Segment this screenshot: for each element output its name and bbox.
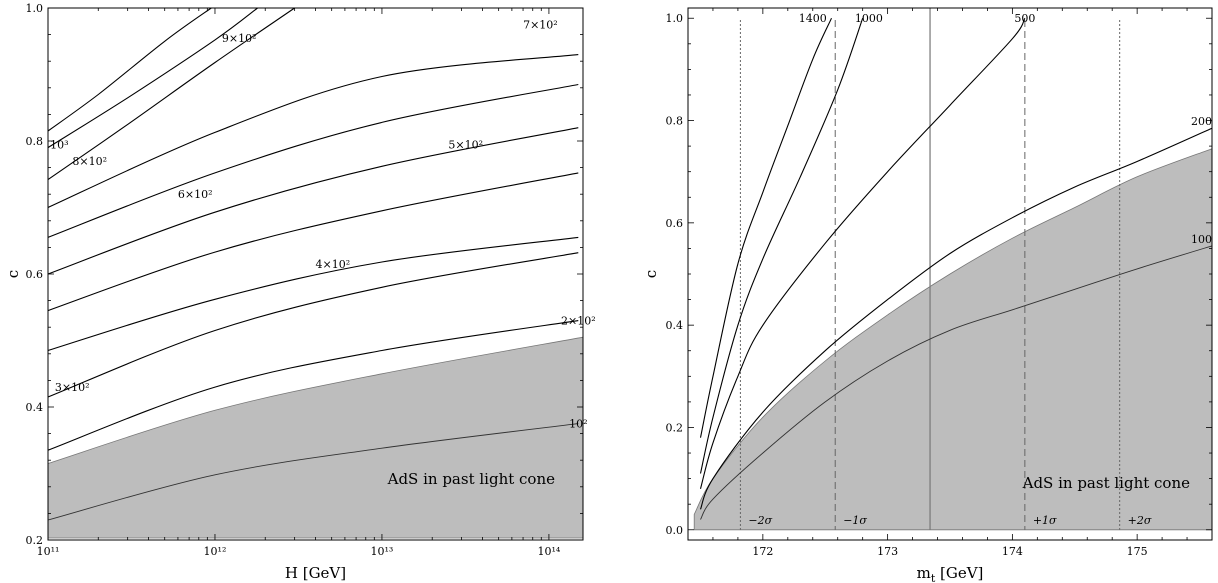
left-contour-label: 5×10² — [448, 138, 483, 151]
left-contour-label: 8×10² — [72, 155, 107, 168]
left-x-tick-label: 10¹⁴ — [538, 545, 561, 558]
right-x-tick-label: 175 — [1127, 545, 1148, 558]
right-x-axis-label-sub: t — [931, 572, 936, 583]
left-y-tick-label: 0.4 — [26, 401, 44, 414]
left-shaded-region — [47, 336, 584, 539]
right-x-tick-label: 173 — [877, 545, 898, 558]
right-x-axis-label-main: m — [917, 564, 931, 582]
right-x-axis-label-unit: [GeV] — [935, 564, 983, 582]
left-contour-line — [47, 7, 258, 149]
right-contour-line — [699, 17, 833, 438]
right-region-label: AdS in past light cone — [1022, 474, 1190, 492]
left-x-tick-label: 10¹¹ — [37, 545, 60, 558]
right-shaded-region — [693, 148, 1213, 531]
right-y-tick-label: 0.8 — [666, 115, 684, 128]
left-x-tick-label: 10¹³ — [371, 545, 394, 558]
left-x-axis-label: H [GeV] — [285, 564, 346, 582]
left-contour-label: 2×10² — [561, 315, 596, 328]
sigma-label: +2σ — [1128, 514, 1152, 527]
left-contour-label: 10² — [569, 418, 587, 431]
left-y-tick-label: 0.8 — [26, 135, 44, 148]
right-y-tick-label: 0.4 — [666, 319, 684, 332]
right-y-tick-label: 0.0 — [666, 524, 684, 537]
right-contour-label: 500 — [1014, 12, 1035, 25]
left-region-label: AdS in past light cone — [387, 470, 555, 488]
left-y-tick-label: 0.2 — [26, 534, 44, 547]
right-y-axis-label: c — [642, 270, 660, 278]
left-contour-line — [47, 83, 579, 238]
sigma-label: −2σ — [748, 514, 772, 527]
right-y-tick-label: 1.0 — [666, 12, 684, 25]
left-y-tick-label: 1.0 — [26, 2, 44, 15]
sigma-label: −1σ — [843, 514, 867, 527]
left-contour-line — [47, 7, 212, 132]
left-contour-label: 3×10² — [55, 381, 90, 394]
left-contour-line — [47, 54, 579, 209]
left-contour-line — [47, 320, 579, 451]
left-contour-line — [47, 127, 579, 275]
left-contour-line — [47, 172, 579, 312]
left-contour-label: 7×10² — [523, 19, 558, 32]
right-y-tick-label: 0.6 — [666, 217, 684, 230]
left-plot-panel: 10² 2×10² 3×10² 4×10² 5×10² 6×10² 7×10² 8×10² 9×… — [4, 2, 596, 582]
right-contour-line — [699, 127, 1213, 510]
right-plot-panel: −2σ −1σ +1σ +2σ 100 200 500 1000 1400 AdS in past… — [642, 7, 1213, 583]
right-contour-line — [700, 245, 1213, 520]
right-contour-label: 1400 — [799, 12, 827, 25]
right-x-tick-label: 174 — [1002, 545, 1023, 558]
sigma-label: +1σ — [1033, 514, 1057, 527]
right-x-tick-label: 172 — [752, 545, 773, 558]
left-y-tick-label: 0.6 — [26, 268, 44, 281]
right-contour-label: 1000 — [855, 12, 883, 25]
left-contour-line — [47, 423, 579, 521]
left-contour-line — [47, 7, 295, 181]
right-contour-line — [699, 18, 864, 474]
right-contour-line — [699, 17, 1026, 489]
left-contour-label: 10³ — [50, 138, 68, 151]
left-contour-label: 6×10² — [178, 188, 213, 201]
right-contour-label: 200 — [1191, 115, 1212, 128]
left-contour-label: 9×10² — [222, 32, 257, 45]
left-contour-line — [47, 236, 579, 352]
right-y-tick-label: 0.2 — [666, 421, 684, 434]
right-x-axis-label: mt [GeV] — [917, 564, 984, 583]
right-contour-label: 100 — [1191, 233, 1212, 246]
left-x-tick-label: 10¹² — [204, 545, 227, 558]
left-contour-line — [47, 252, 579, 398]
left-contour-label: 4×10² — [316, 258, 351, 271]
left-y-axis-label: c — [4, 270, 22, 278]
